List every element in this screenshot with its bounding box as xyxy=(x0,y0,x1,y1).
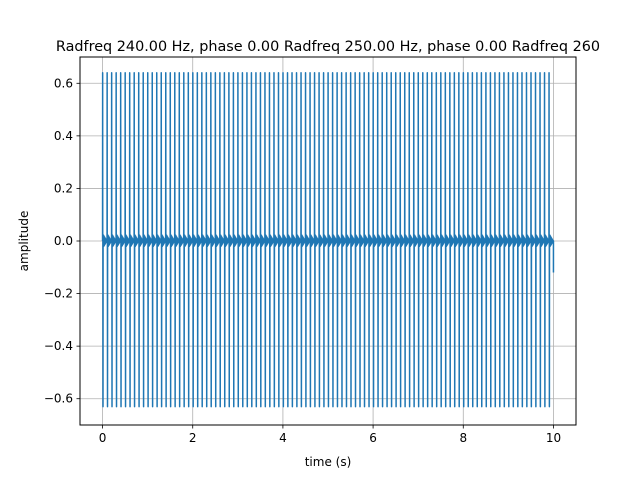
y-tick-label: 0.4 xyxy=(54,129,73,143)
y-tick-label: 0.6 xyxy=(54,76,73,90)
x-tick-label: 0 xyxy=(99,431,107,445)
y-tick-label: 0.0 xyxy=(54,234,73,248)
amplitude-series-line xyxy=(101,72,555,408)
x-tick-label: 6 xyxy=(369,431,377,445)
x-tick-label: 2 xyxy=(189,431,197,445)
x-tick-label: 4 xyxy=(279,431,287,445)
y-tick-label: 0.2 xyxy=(54,181,73,195)
y-tick-label: −0.6 xyxy=(44,392,73,406)
y-tick-label: −0.4 xyxy=(44,339,73,353)
x-axis-label: time (s) xyxy=(305,455,352,469)
plot-series xyxy=(101,72,555,408)
x-tick-label: 8 xyxy=(459,431,467,445)
y-axis-label: amplitude xyxy=(17,211,31,272)
chart-title: Radfreq 240.00 Hz, phase 0.00 Radfreq 25… xyxy=(56,39,600,55)
y-axis-ticks: −0.6 −0.4 −0.2 0.0 0.2 0.4 0.6 xyxy=(44,76,80,406)
y-tick-label: −0.2 xyxy=(44,287,73,301)
x-tick-label: 10 xyxy=(546,431,561,445)
x-axis-ticks: 0 2 4 6 8 10 xyxy=(99,425,561,445)
